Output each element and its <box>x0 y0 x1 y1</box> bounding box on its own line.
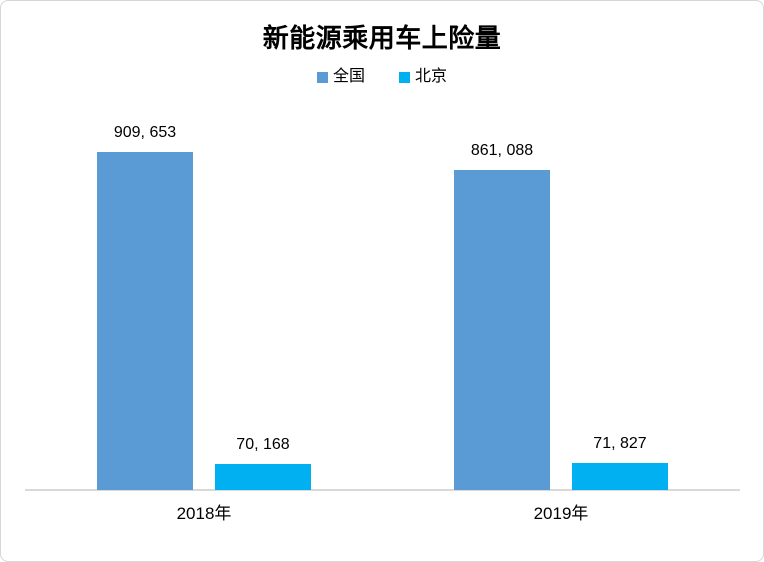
x-axis-line <box>25 489 740 491</box>
x-axis-label: 2019年 <box>533 504 589 523</box>
legend-item: 北京 <box>399 67 447 87</box>
bar-2018年-全国 <box>97 152 193 490</box>
bar-value-label: 71, 827 <box>593 435 647 452</box>
legend-label: 北京 <box>415 68 448 85</box>
legend: 全国 北京 <box>1 67 763 87</box>
bar-2018年-北京 <box>215 464 311 490</box>
bar-2019年-全国 <box>454 170 550 490</box>
legend-swatch <box>399 71 410 83</box>
bar-value-label: 70, 168 <box>236 436 290 453</box>
legend-item: 全国 <box>316 67 365 87</box>
legend-label: 全国 <box>332 68 365 85</box>
bar-2019年-北京 <box>572 463 668 490</box>
x-axis-label: 2018年 <box>176 504 232 523</box>
legend-swatch <box>316 71 328 83</box>
chart-title: 新能源乘用车上险量 <box>262 23 502 53</box>
bar-value-label: 909, 653 <box>113 124 177 141</box>
bar-value-label: 861, 088 <box>470 142 534 159</box>
